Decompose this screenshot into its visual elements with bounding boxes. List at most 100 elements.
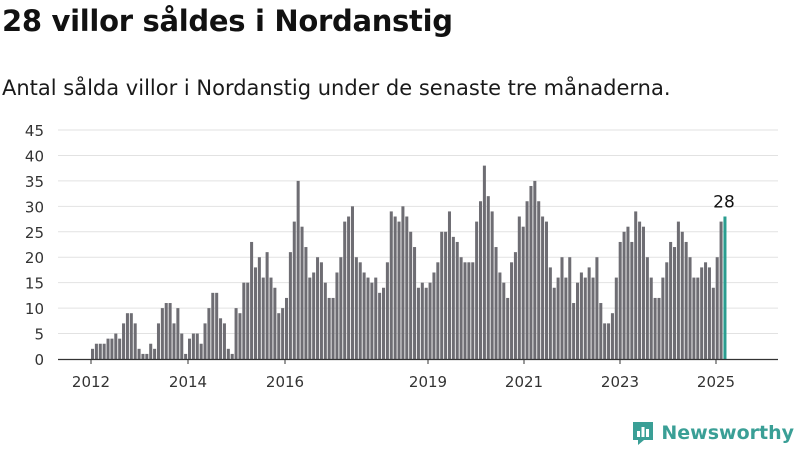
bar bbox=[137, 348, 141, 359]
x-tick-label: 2019 bbox=[409, 373, 447, 391]
x-tick-label: 2016 bbox=[266, 373, 304, 391]
bar bbox=[475, 221, 479, 359]
bar bbox=[269, 277, 273, 359]
bar bbox=[296, 180, 300, 359]
bar bbox=[253, 267, 257, 359]
bar bbox=[498, 272, 502, 359]
gridlines bbox=[58, 129, 778, 335]
y-tick-label: 5 bbox=[34, 326, 44, 344]
bar bbox=[246, 282, 250, 359]
bar bbox=[273, 287, 277, 359]
bar bbox=[614, 277, 618, 359]
bar bbox=[257, 257, 261, 359]
bar bbox=[230, 353, 234, 359]
bar bbox=[129, 313, 133, 359]
bar bbox=[207, 308, 211, 359]
bar bbox=[195, 333, 199, 359]
bar bbox=[719, 221, 723, 359]
bar bbox=[149, 343, 153, 359]
bar bbox=[696, 277, 700, 359]
bar bbox=[409, 231, 413, 359]
bar bbox=[292, 221, 296, 359]
y-tick-label: 20 bbox=[25, 249, 44, 267]
bar bbox=[211, 292, 215, 359]
bar bbox=[537, 201, 541, 359]
bar bbox=[188, 338, 192, 359]
bar bbox=[180, 333, 184, 359]
bar bbox=[599, 303, 603, 359]
newsworthy-logo-icon bbox=[633, 422, 654, 445]
bar bbox=[560, 257, 564, 359]
bar bbox=[316, 257, 320, 359]
bar bbox=[378, 292, 382, 359]
bar bbox=[219, 318, 223, 359]
bar bbox=[420, 282, 424, 359]
bar bbox=[277, 313, 281, 359]
bar bbox=[482, 165, 486, 359]
bar bbox=[331, 297, 335, 359]
bar bbox=[610, 313, 614, 359]
bar bbox=[265, 252, 269, 359]
bar bbox=[382, 287, 386, 359]
bar bbox=[432, 272, 436, 359]
bar bbox=[490, 211, 494, 359]
bar bbox=[153, 348, 157, 359]
bar bbox=[447, 211, 451, 359]
bar bbox=[288, 252, 292, 359]
bar bbox=[335, 272, 339, 359]
bar bbox=[436, 262, 440, 359]
bar bbox=[533, 180, 537, 359]
bar bbox=[424, 287, 428, 359]
bar bbox=[634, 211, 638, 359]
bar bbox=[428, 282, 432, 359]
bar bbox=[455, 241, 459, 359]
y-tick-label: 15 bbox=[25, 275, 44, 293]
bar bbox=[661, 277, 665, 359]
last-value-label: 28 bbox=[713, 193, 735, 213]
y-tick-label: 45 bbox=[25, 122, 44, 140]
bar bbox=[583, 277, 587, 359]
bar bbox=[622, 231, 626, 359]
y-tick-label: 40 bbox=[25, 147, 44, 165]
bar bbox=[579, 272, 583, 359]
bar bbox=[572, 303, 576, 359]
bar bbox=[638, 221, 642, 359]
y-tick-label: 35 bbox=[25, 173, 44, 191]
bar bbox=[261, 277, 265, 359]
bar bbox=[692, 277, 696, 359]
bar bbox=[568, 257, 572, 359]
bar bbox=[649, 277, 653, 359]
bar bbox=[630, 241, 634, 359]
bar bbox=[304, 247, 308, 359]
bar bbox=[347, 216, 351, 359]
bar bbox=[657, 297, 661, 359]
bar bbox=[595, 257, 599, 359]
brand-name: Newsworthy bbox=[661, 422, 794, 444]
bar bbox=[168, 303, 172, 359]
y-tick-label: 10 bbox=[25, 300, 44, 318]
bar bbox=[548, 267, 552, 359]
bar bbox=[704, 262, 708, 359]
bar bbox=[513, 252, 517, 359]
bar bbox=[552, 287, 556, 359]
bar bbox=[308, 277, 312, 359]
bar bbox=[401, 206, 405, 359]
bar bbox=[242, 282, 246, 359]
bar bbox=[250, 241, 254, 359]
bar bbox=[343, 221, 347, 359]
bar bbox=[145, 353, 149, 359]
chart-title: 28 villor såldes i Nordanstig bbox=[2, 4, 453, 38]
bar bbox=[603, 323, 607, 359]
chart-subtitle: Antal sålda villor i Nordanstig under de… bbox=[2, 76, 671, 100]
bar bbox=[669, 241, 673, 359]
bar bbox=[114, 333, 118, 359]
x-tick-label: 2012 bbox=[72, 373, 110, 391]
bar bbox=[389, 211, 393, 359]
bar bbox=[529, 185, 533, 359]
bar bbox=[711, 287, 715, 359]
bar bbox=[676, 221, 680, 359]
bar bbox=[626, 226, 630, 359]
bar bbox=[506, 297, 510, 359]
bar bbox=[471, 262, 475, 359]
